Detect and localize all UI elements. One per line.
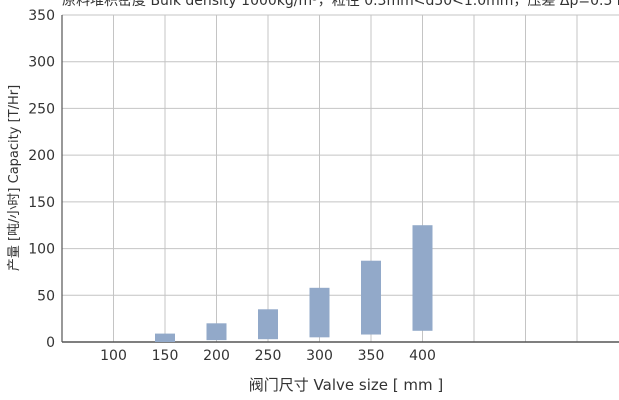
y-tick-label: 100	[28, 242, 55, 258]
y-tick-label: 350	[28, 8, 55, 24]
y-tick-label: 200	[28, 148, 55, 164]
range-bar-250	[258, 309, 278, 340]
y-axis-label: 产量 [吨/小时] Capacity [T/Hr]	[7, 85, 22, 271]
range-bar-400	[412, 225, 433, 331]
range-bar-300	[309, 287, 330, 338]
y-tick-label: 300	[28, 55, 55, 71]
x-tick-label: 350	[358, 348, 385, 364]
range-bar-150	[155, 333, 175, 342]
x-axis-label: 阀门尺寸 Valve size [ mm ]	[249, 376, 443, 394]
y-tick-label: 250	[28, 101, 55, 117]
y-tick-label: 150	[28, 195, 55, 211]
x-tick-label: 150	[152, 348, 179, 364]
chart-title: 原料堆积密度 Bulk density 1000kg/m³，粒径 0.3mm<d…	[62, 0, 619, 8]
x-tick-label: 100	[100, 348, 127, 364]
x-tick-label: 250	[255, 348, 282, 364]
chart-title-clip: 原料堆积密度 Bulk density 1000kg/m³，粒径 0.3mm<d…	[62, 0, 619, 8]
x-tick-label: 400	[409, 348, 436, 364]
y-tick-label: 50	[37, 288, 55, 304]
range-bar-200	[206, 323, 227, 341]
y-tick-label: 0	[46, 335, 55, 351]
x-tick-label: 200	[203, 348, 230, 364]
range-bar-350	[361, 260, 381, 335]
x-tick-label: 300	[306, 348, 333, 364]
